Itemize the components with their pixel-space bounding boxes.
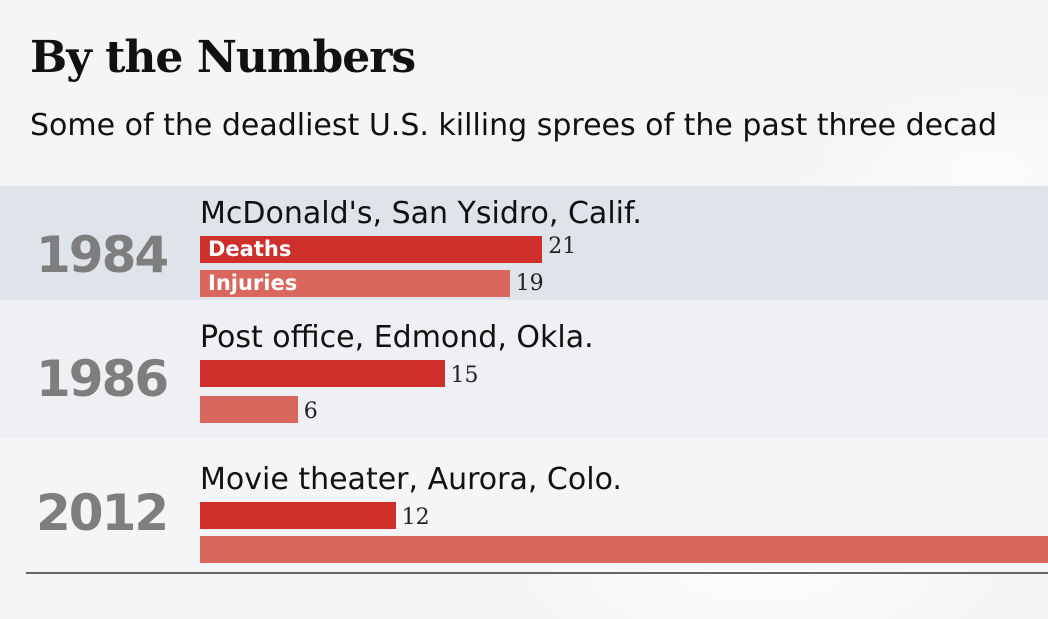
- deaths-value: 15: [450, 363, 479, 388]
- deaths-value: 12: [401, 505, 430, 530]
- injuries-value: 6: [303, 399, 318, 424]
- event-location: , San Ysidro, Calif.: [372, 196, 642, 231]
- chart-title: By the Numbers: [30, 32, 416, 83]
- year-label: 1984: [36, 226, 169, 284]
- event-row-1986: 1986 Post office, Edmond, Okla. 15 6: [0, 300, 1048, 438]
- deaths-series-label: Deaths: [208, 237, 292, 261]
- event-location: , Edmond, Okla.: [354, 320, 594, 355]
- event-place: Movie theater, Aurora, Colo.: [200, 462, 622, 497]
- event-row-1984: 1984 McDonald's, San Ysidro, Calif. Deat…: [0, 186, 1048, 300]
- year-label: 1986: [36, 350, 169, 408]
- deaths-value: 21: [548, 234, 577, 259]
- injuries-series-label: Injuries: [208, 271, 298, 295]
- injuries-bar: [200, 536, 1048, 563]
- event-place-name: McDonald's: [200, 196, 373, 231]
- bottom-rule: [26, 572, 1048, 574]
- chart-subtitle: Some of the deadliest U.S. killing spree…: [30, 108, 998, 143]
- event-place-name: Movie theater: [200, 462, 409, 497]
- injuries-bar: Injuries: [200, 270, 510, 297]
- event-row-2012: 2012 Movie theater, Aurora, Colo. 12: [0, 438, 1048, 570]
- event-place-name: Post office: [200, 320, 355, 355]
- event-location: , Aurora, Colo.: [408, 462, 622, 497]
- deaths-bar: [200, 502, 396, 529]
- injuries-bar: [200, 396, 298, 423]
- year-label: 2012: [36, 484, 169, 542]
- event-place: Post office, Edmond, Okla.: [200, 320, 594, 355]
- event-place: McDonald's, San Ysidro, Calif.: [200, 196, 642, 231]
- injuries-value: 19: [515, 271, 544, 296]
- deaths-bar: [200, 360, 445, 387]
- deaths-bar: Deaths: [200, 236, 543, 263]
